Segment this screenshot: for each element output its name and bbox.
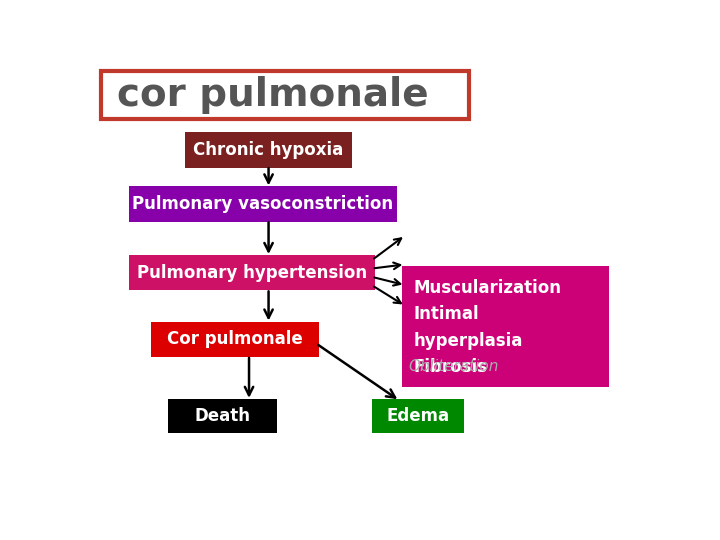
Text: Pulmonary vasoconstriction: Pulmonary vasoconstriction	[132, 195, 394, 213]
FancyBboxPatch shape	[151, 321, 319, 357]
FancyBboxPatch shape	[185, 132, 352, 168]
FancyBboxPatch shape	[129, 255, 374, 291]
FancyBboxPatch shape	[129, 186, 397, 222]
Text: cor pulmonale: cor pulmonale	[117, 76, 428, 114]
Text: Chronic hypoxia: Chronic hypoxia	[194, 141, 343, 159]
FancyBboxPatch shape	[168, 399, 277, 433]
Text: Cor pulmonale: Cor pulmonale	[167, 330, 303, 348]
FancyBboxPatch shape	[101, 71, 469, 119]
FancyBboxPatch shape	[372, 399, 464, 433]
Text: Pulmonary hypertension: Pulmonary hypertension	[137, 264, 367, 282]
Text: Death: Death	[194, 407, 251, 425]
Text: Obliteration: Obliteration	[408, 359, 498, 374]
Text: Muscularization
Intimal
hyperplasia
Fibrosis: Muscularization Intimal hyperplasia Fibr…	[413, 279, 562, 376]
FancyBboxPatch shape	[402, 266, 609, 387]
Text: Edema: Edema	[386, 407, 449, 425]
FancyBboxPatch shape	[84, 60, 654, 485]
